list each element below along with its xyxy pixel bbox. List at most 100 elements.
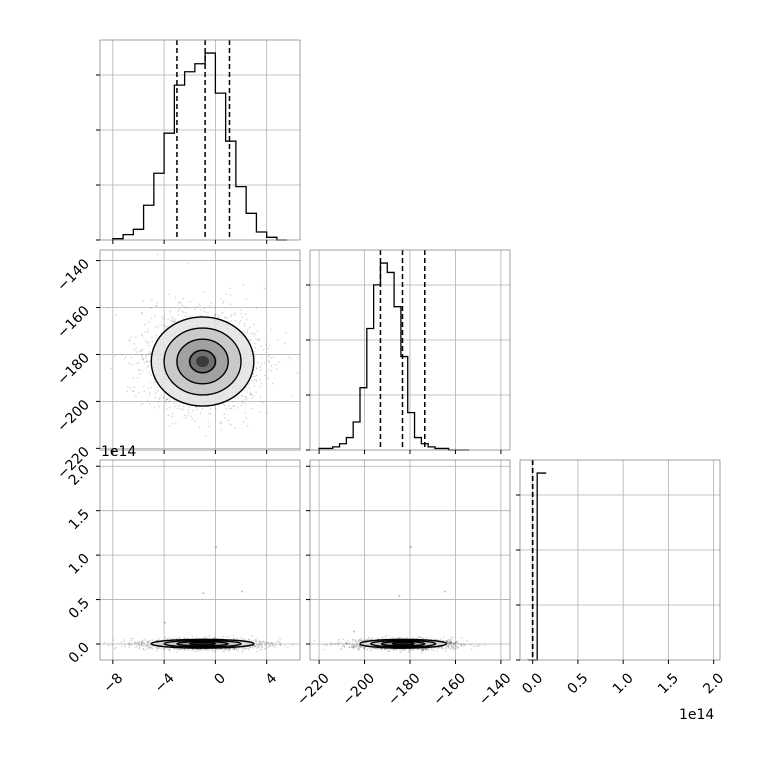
scatter-point: [253, 342, 256, 344]
scatter-point: [424, 648, 427, 651]
panel-background: [520, 460, 720, 660]
scatter-point: [383, 648, 386, 650]
scatter-point: [454, 642, 456, 645]
scatter-point: [362, 640, 364, 642]
scatter-point: [140, 312, 143, 314]
scatter-point: [260, 369, 262, 371]
scatter-point: [208, 648, 210, 650]
scatter-point: [183, 311, 185, 314]
scatter-point: [233, 314, 236, 316]
scatter-point: [230, 638, 232, 640]
scatter-point: [360, 646, 362, 649]
scatter-point: [422, 647, 424, 650]
scatter-point: [121, 645, 123, 648]
scatter-point: [367, 639, 369, 641]
scatter-point: [346, 642, 348, 645]
scatter-point: [196, 408, 198, 411]
scatter-point: [147, 387, 149, 389]
scatter-point: [146, 645, 148, 647]
scatter-point: [183, 637, 185, 639]
scatter-point: [313, 639, 315, 642]
scatter-point: [197, 649, 200, 652]
y-tick-label: −180: [54, 350, 93, 389]
scatter-point: [437, 647, 439, 649]
scatter-point: [169, 648, 171, 650]
scatter-point: [249, 326, 251, 328]
scatter-point: [135, 643, 137, 645]
scatter-point: [133, 390, 135, 392]
scatter-point: [174, 320, 176, 322]
scatter-point: [422, 649, 424, 651]
scatter-point: [142, 648, 145, 650]
scatter-point: [364, 639, 366, 641]
scatter-point: [253, 641, 255, 644]
scatter-point: [171, 323, 173, 326]
scatter-point: [409, 649, 411, 651]
scatter-point: [284, 645, 286, 647]
scatter-point: [255, 374, 258, 376]
scatter-point: [113, 647, 116, 650]
scatter-point: [264, 642, 266, 645]
scatter-point: [149, 646, 151, 648]
scatter-point: [129, 340, 131, 342]
scatter-point: [135, 646, 137, 649]
scatter-point: [183, 405, 185, 408]
scatter-point: [254, 346, 256, 349]
scatter-point: [207, 637, 209, 640]
scatter-point: [156, 649, 158, 652]
scatter-point: [195, 636, 198, 638]
scatter-point: [213, 637, 216, 639]
scatter-point: [195, 406, 198, 408]
scatter-point: [107, 644, 110, 647]
scatter-point: [151, 639, 153, 641]
scatter-point: [208, 635, 210, 637]
scatter-point: [240, 637, 243, 639]
scatter-point: [370, 638, 372, 641]
panel-1-1: [306, 249, 511, 454]
scatter-point: [237, 638, 239, 641]
scatter-point: [172, 648, 175, 650]
scatter-point: [279, 641, 281, 643]
scatter-point: [211, 648, 213, 651]
scatter-point: [142, 300, 144, 302]
scatter-point: [381, 648, 384, 650]
scatter-point: [330, 644, 332, 646]
scatter-point: [204, 649, 206, 651]
scatter-point: [138, 369, 140, 371]
scatter-point: [450, 641, 452, 643]
scatter-point: [359, 637, 362, 640]
scatter-point: [128, 644, 131, 646]
y-tick-label: −200: [54, 397, 93, 436]
scatter-point: [247, 647, 249, 650]
scatter-point: [248, 387, 250, 389]
scatter-point: [104, 641, 106, 643]
scatter-point: [255, 644, 258, 646]
scatter-point: [264, 647, 267, 650]
scatter-point: [209, 413, 212, 415]
scatter-point: [197, 648, 200, 650]
scatter-point: [200, 309, 203, 311]
scatter-point: [376, 638, 379, 640]
scatter-point: [194, 420, 196, 422]
scatter-point: [392, 636, 395, 639]
scatter-point: [142, 641, 144, 643]
scatter-point: [124, 644, 126, 646]
scatter-point: [244, 331, 246, 334]
scatter-point: [237, 647, 240, 650]
scatter-point: [291, 357, 293, 360]
scatter-point: [260, 648, 263, 650]
scatter-point: [168, 648, 171, 650]
scatter-point: [140, 644, 143, 647]
scatter-point: [229, 294, 232, 296]
scatter-point: [186, 637, 189, 640]
scatter-point: [455, 645, 458, 647]
scatter-point: [146, 366, 149, 368]
scatter-point: [155, 305, 157, 307]
scatter-point: [287, 646, 289, 648]
scatter-point: [358, 647, 361, 649]
scatter-point: [223, 404, 226, 406]
scatter-point: [348, 646, 350, 648]
scatter-point: [188, 412, 190, 414]
scatter-point: [233, 405, 235, 407]
scatter-point: [133, 349, 136, 351]
